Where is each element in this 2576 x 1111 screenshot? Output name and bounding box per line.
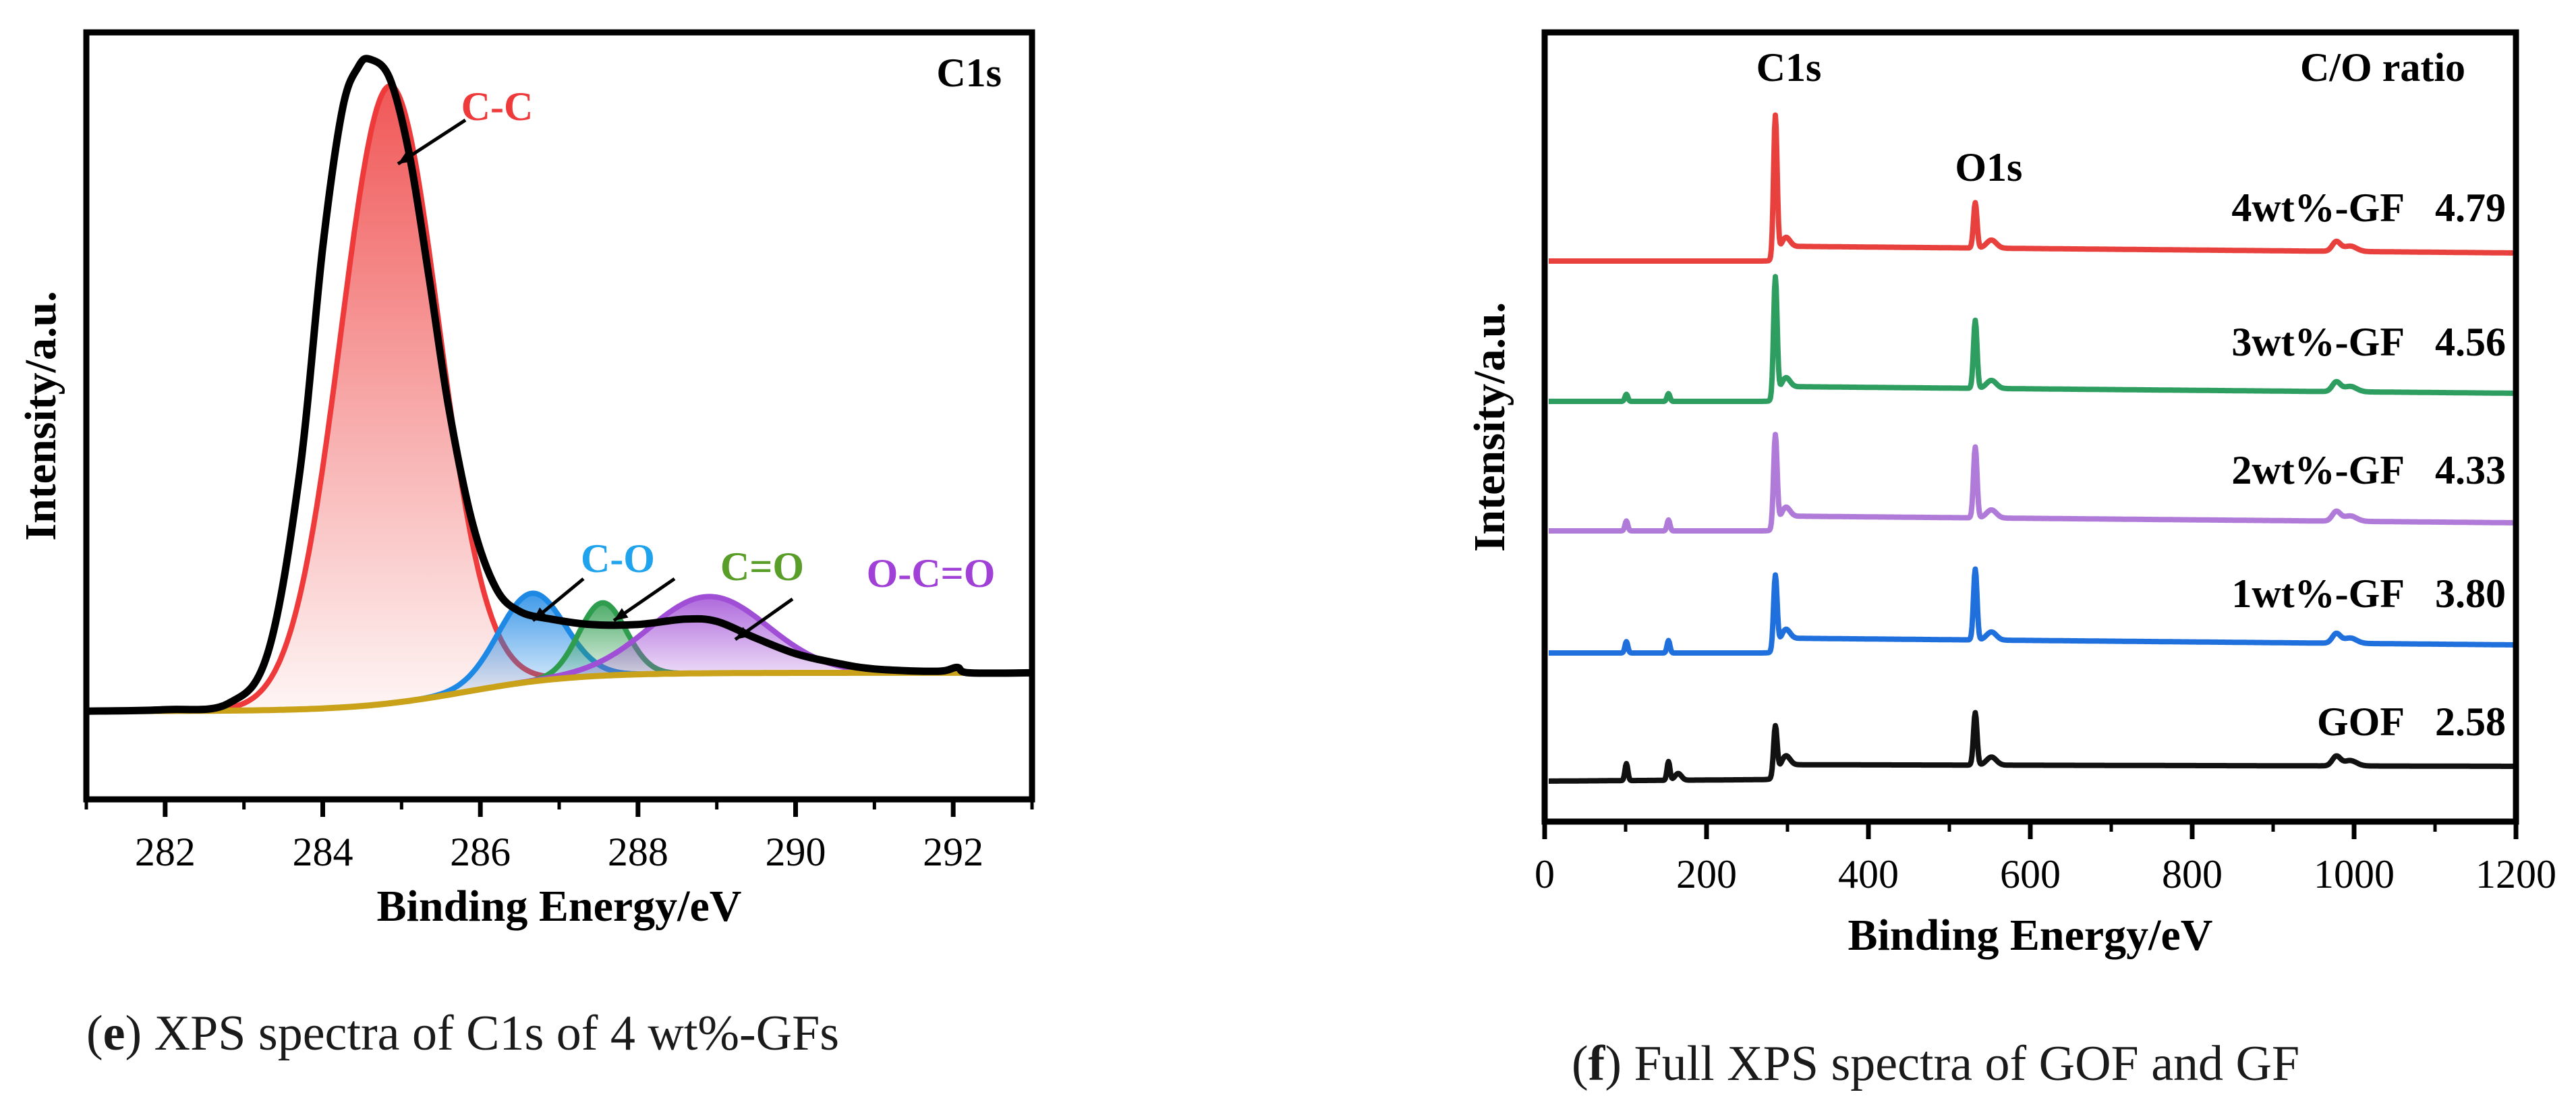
peak-fill-c-c	[184, 86, 595, 711]
series-ratio-3wt%-gf: 4.56	[2435, 320, 2506, 364]
x-tick-label: 600	[2000, 852, 2061, 896]
spectrum-line-4wt%-gf	[1547, 112, 2516, 264]
panel-e-chart: 282 284 286 288 290 292 Binding Energy/eV Inten…	[16, 29, 1035, 931]
annotation-arrowhead	[398, 151, 413, 164]
series-label-4wt%-gf: 4wt%-GF	[2231, 186, 2405, 230]
spectrum-line-2wt%-gf	[1547, 432, 2516, 534]
co-ratio-header: C/O ratio	[2300, 45, 2465, 90]
series-ratio-2wt%-gf: 4.33	[2435, 448, 2506, 492]
envelope-line	[86, 55, 1032, 715]
series-ratio-1wt%-gf: 3.80	[2435, 571, 2506, 616]
annotation-c=o: C=O	[720, 544, 804, 589]
series-label-3wt%-gf: 3wt%-GF	[2231, 320, 2405, 364]
spectrum-line-3wt%-gf	[1547, 274, 2516, 404]
series-label-gof: GOF	[2317, 700, 2405, 744]
y-axis-label: Intensity/a.u.	[16, 291, 65, 540]
x-tick-label: 200	[1676, 852, 1737, 896]
x-tick-label: 288	[608, 830, 668, 874]
spectrum-line-1wt%-gf	[1547, 566, 2516, 656]
plot-frame	[83, 29, 1035, 803]
series-label-2wt%-gf: 2wt%-GF	[2231, 448, 2405, 492]
y-axis-label: Intensity/a.u.	[1465, 302, 1514, 552]
x-tick-label: 0	[1535, 852, 1555, 896]
caption-f: (f) Full XPS spectra of GOF and GF	[1572, 1036, 2300, 1091]
peak-fill-c=o	[503, 602, 702, 686]
annotation-o-c=o: O-C=O	[867, 551, 996, 596]
x-tick-label: 286	[450, 830, 511, 874]
background-baseline	[86, 669, 1032, 714]
annotation-arrowhead	[533, 607, 548, 621]
x-tick-label: 292	[923, 830, 983, 874]
x-axis-label: Binding Energy/eV	[1848, 911, 2213, 960]
x-tick-label: 1000	[2314, 852, 2395, 896]
x-tick-label: 290	[766, 830, 826, 874]
annotation-c-c: C-C	[461, 84, 534, 129]
annotation-arrowhead	[614, 608, 629, 621]
series-label-1wt%-gf: 1wt%-GF	[2231, 571, 2405, 616]
annotation-arrowhead	[735, 627, 750, 639]
chart-title: C1s	[936, 51, 1002, 95]
peak-label-o1s: O1s	[1955, 145, 2022, 190]
panel-f-chart: 0 200 400 600 800 1000 1200 Binding Energy/eV In…	[1465, 29, 2556, 960]
x-tick-label: 400	[1838, 852, 1899, 896]
x-tick-label: 800	[2162, 852, 2223, 896]
x-tick-label: 284	[293, 830, 353, 874]
spectrum-line-gof	[1547, 710, 2516, 784]
x-tick-label: 1200	[2475, 852, 2556, 896]
series-ratio-gof: 2.58	[2435, 700, 2506, 744]
series-ratio-4wt%-gf: 4.79	[2435, 186, 2506, 230]
caption-e: (e) XPS spectra of C1s of 4 wt%-GFs	[86, 1006, 840, 1061]
x-axis-label: Binding Energy/eV	[377, 882, 742, 931]
annotation-c-o: C-O	[581, 536, 655, 581]
x-tick-label: 282	[135, 830, 196, 874]
peak-label-c1s: C1s	[1756, 45, 1822, 90]
